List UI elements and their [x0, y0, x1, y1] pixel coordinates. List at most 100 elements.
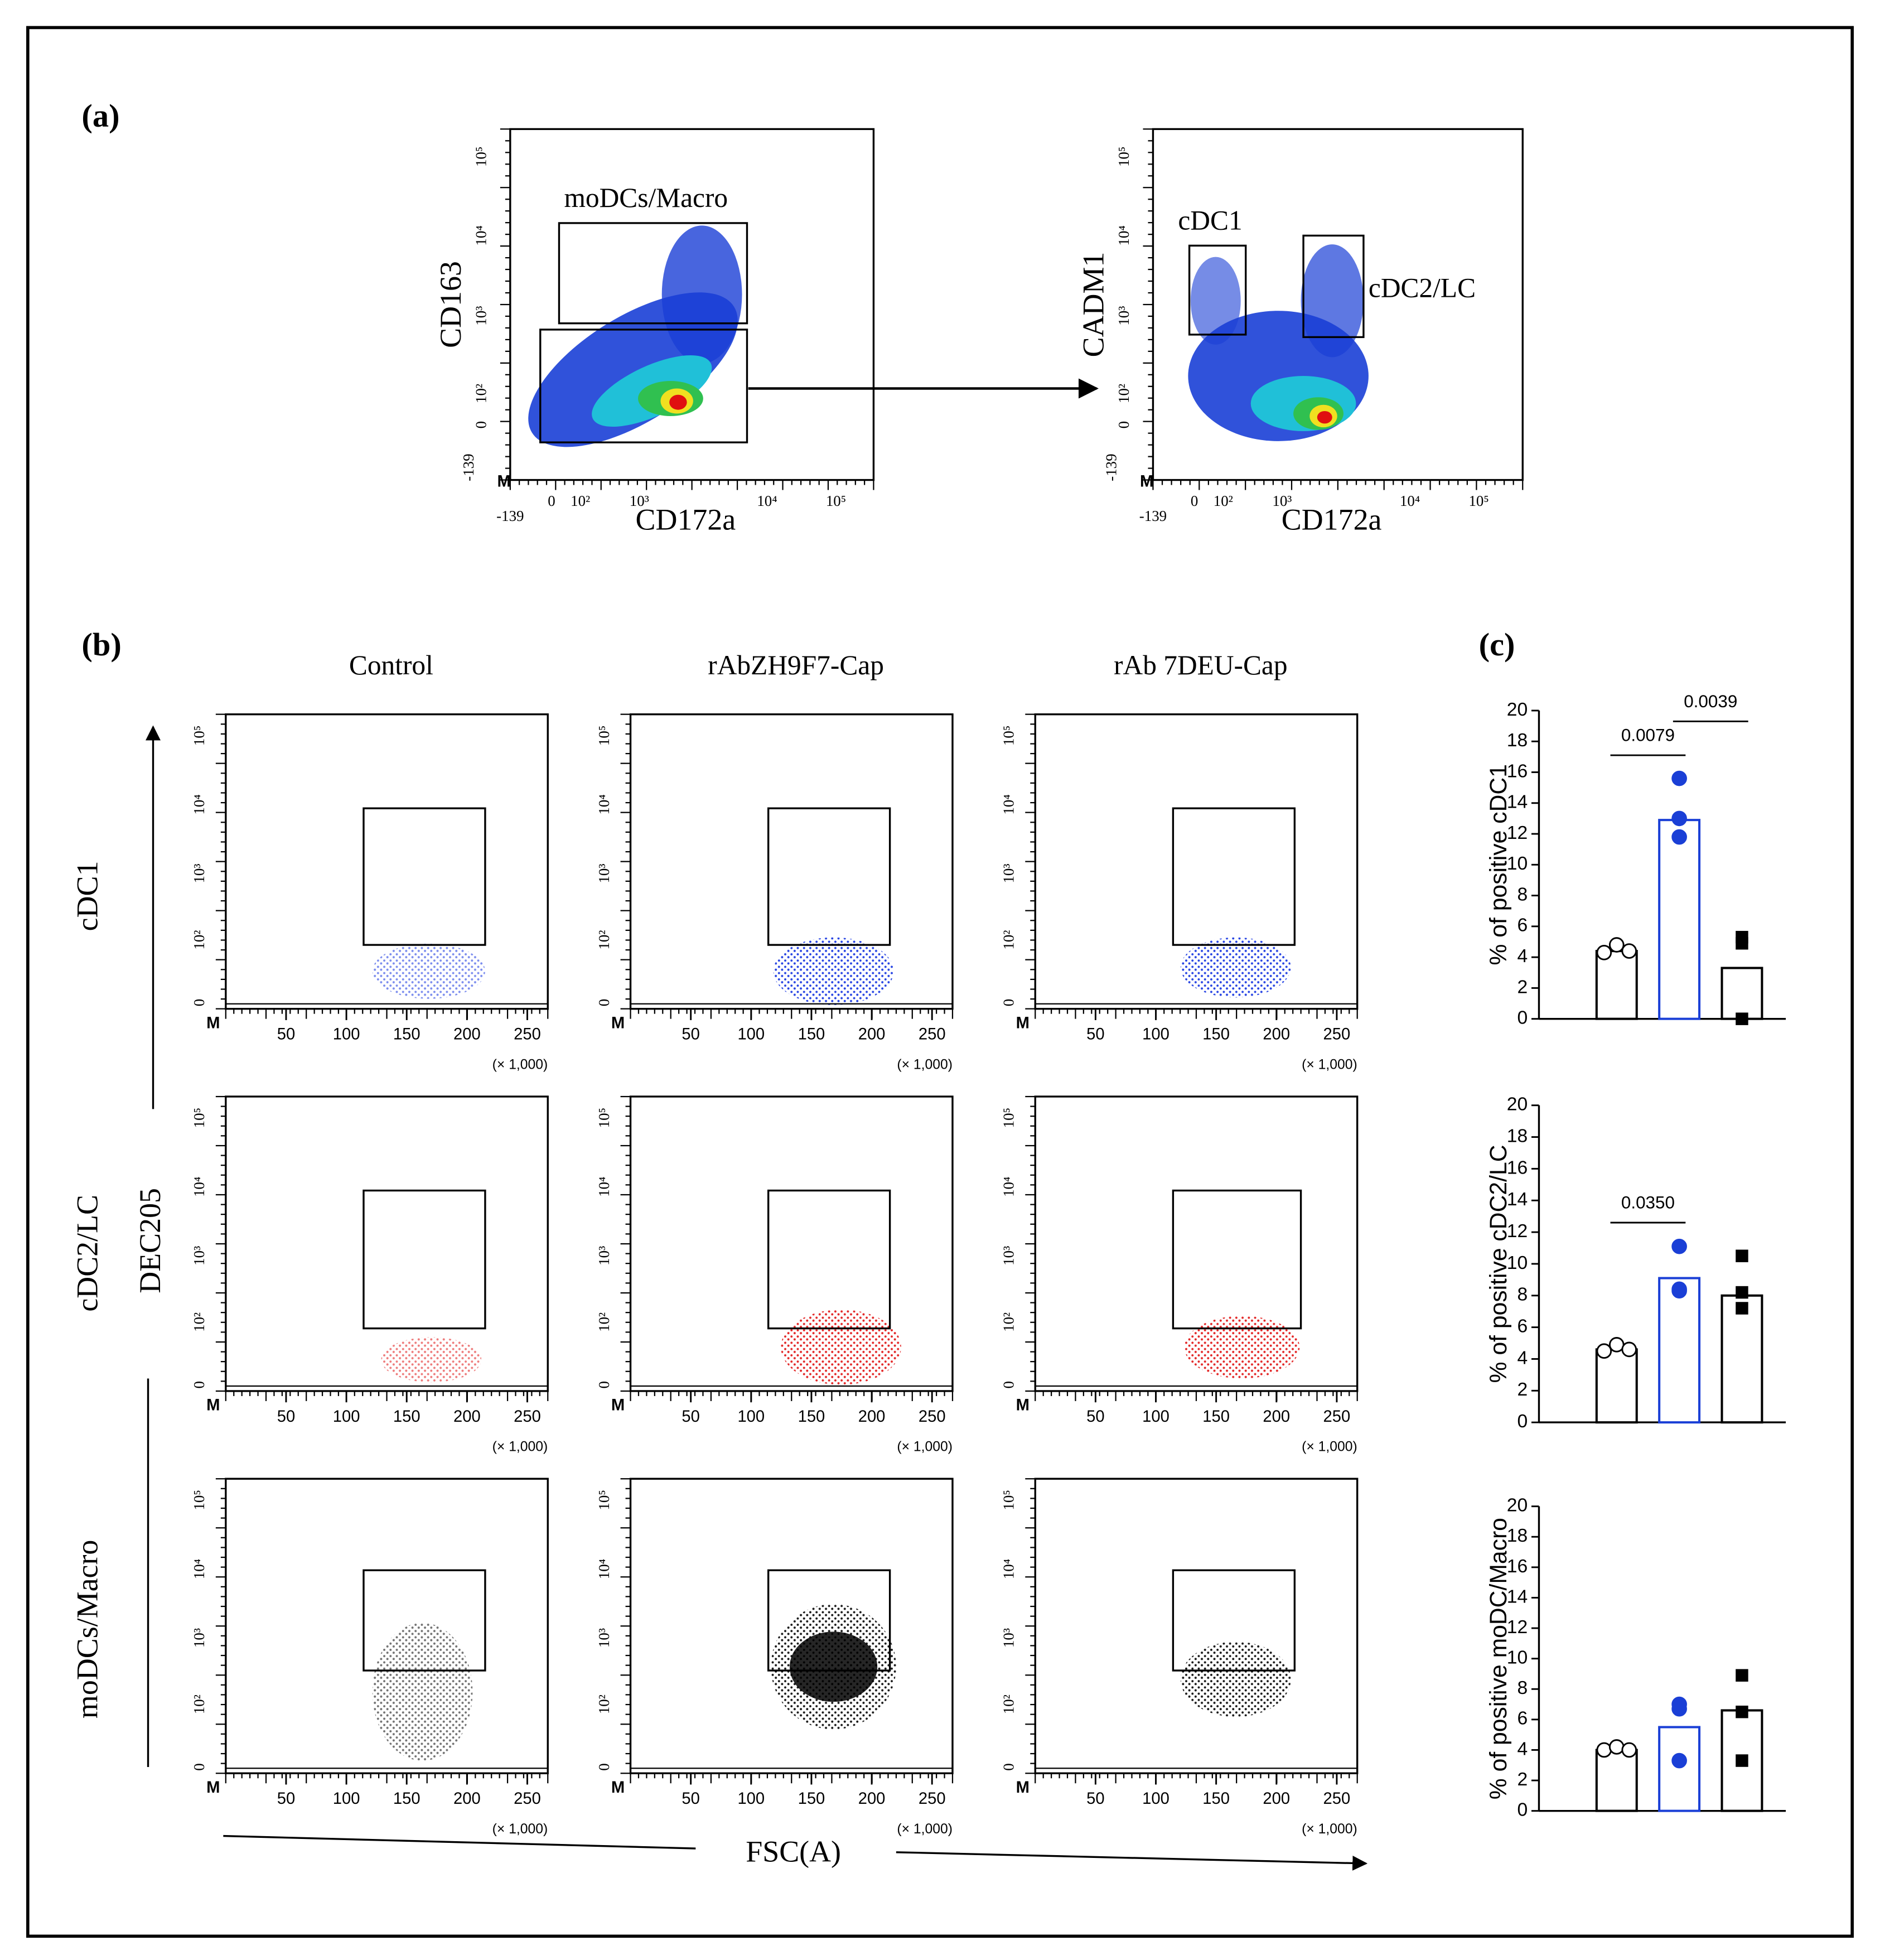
bar	[1595, 950, 1638, 1020]
y-tick-label: 10⁴	[191, 1177, 207, 1197]
y-axis-label: % of positive cDC1	[1485, 764, 1512, 965]
x-tick-label: 200	[1263, 1408, 1290, 1426]
point	[1736, 1669, 1748, 1682]
y-tick-label: 14	[1507, 1586, 1528, 1607]
event-cloud	[372, 943, 485, 999]
plot-frame	[225, 1095, 549, 1392]
y-tick-label: 10⁵	[191, 1108, 207, 1128]
x-tick-label: 250	[919, 1026, 946, 1044]
y-tick-label: 10⁵	[191, 1490, 207, 1510]
x-tick-label: 10⁵	[826, 493, 846, 509]
y-tick-label: 10⁴	[1001, 1177, 1017, 1197]
column-title: Control	[349, 650, 433, 680]
x-tick-label: 200	[453, 1026, 481, 1044]
y-tick-label: 4	[1517, 945, 1528, 967]
row-label: cDC1	[71, 861, 104, 931]
x-tick-label: 100	[1142, 1790, 1169, 1808]
bar	[1658, 1277, 1701, 1424]
x-tick-label: 100	[1142, 1026, 1169, 1044]
y-tick-label: 18	[1507, 1525, 1528, 1546]
y-tick-label: 20	[1507, 1495, 1528, 1516]
y-tick-label: 0	[1115, 421, 1132, 428]
point	[1621, 943, 1637, 959]
x-tick-label: 10⁴	[1400, 493, 1420, 509]
x-tick-label: 10²	[1214, 493, 1233, 509]
x-tick-label: 50	[682, 1026, 699, 1044]
row-label: cDC2/LC	[71, 1195, 104, 1312]
point	[1671, 810, 1687, 827]
x-tick-label: 100	[737, 1026, 765, 1044]
point	[1736, 937, 1748, 950]
y-tick-label: 10⁵	[1001, 726, 1017, 746]
x-tick-label: 0	[1191, 493, 1198, 509]
y-tick-label: 8	[1517, 1677, 1528, 1698]
point	[1596, 944, 1612, 960]
axis-marker: M	[1016, 1014, 1030, 1032]
point	[1596, 1343, 1612, 1359]
density-plot-1	[528, 225, 742, 447]
y-tick-label: -139	[1103, 453, 1120, 481]
y-tick-label: 6	[1517, 915, 1528, 936]
y-tick-label: 16	[1507, 1556, 1528, 1577]
point	[1671, 1701, 1687, 1717]
y-tick-label: 10⁴	[596, 1559, 612, 1579]
x-tick-label: 50	[277, 1790, 295, 1808]
x-scale-note: (× 1,000)	[1302, 1822, 1357, 1837]
x-tick-label: 50	[1086, 1026, 1104, 1044]
axis-marker: M	[206, 1779, 220, 1797]
x-tick-label: 100	[333, 1408, 360, 1426]
y-tick-label: 10²	[191, 1312, 207, 1332]
event-cloud	[372, 1623, 473, 1761]
y-tick-label: 0	[191, 1763, 207, 1770]
plot-frame	[1034, 1478, 1359, 1774]
x-tick-label: 100	[333, 1790, 360, 1808]
x-tick-label: 10³	[1272, 493, 1292, 509]
gate	[1302, 234, 1365, 339]
x-tick-label: 200	[1263, 1790, 1290, 1808]
event-cloud	[1180, 1642, 1291, 1717]
y-tick-label: 8	[1517, 1284, 1528, 1305]
x-scale-note: (× 1,000)	[897, 1057, 953, 1072]
y-tick-label: 10³	[596, 1628, 612, 1648]
p-value: 0.0350	[1621, 1193, 1675, 1213]
x-scale-note: (× 1,000)	[1302, 1440, 1357, 1455]
x-tick-label: 250	[919, 1408, 946, 1426]
event-cloud	[781, 1309, 901, 1385]
y-axis-label: % of positive moDC/Macro	[1485, 1518, 1512, 1799]
y-tick-label: 10⁴	[1115, 225, 1132, 245]
y-tick-label: 2	[1517, 1769, 1528, 1790]
x-scale-note: (× 1,000)	[897, 1822, 953, 1837]
y-tick-label: 10³	[1001, 1628, 1017, 1648]
x-tick-label: 10⁴	[757, 493, 777, 509]
y-tick-label: 0	[473, 421, 490, 428]
y-tick-label: 10⁴	[596, 1177, 612, 1197]
gate-label: moDCs/Macro	[564, 182, 728, 213]
y-tick-label: 10²	[1001, 1312, 1017, 1332]
y-tick-label: 18	[1507, 1125, 1528, 1146]
x-tick-label: 150	[393, 1026, 421, 1044]
x-tick-label: 250	[514, 1790, 541, 1808]
y-tick-label: 16	[1507, 760, 1528, 781]
y-tick-label: 18	[1507, 730, 1528, 751]
bar	[1720, 1294, 1763, 1424]
event-cloud	[381, 1337, 482, 1383]
gate	[363, 1189, 486, 1330]
y-tick-label: 10	[1507, 1252, 1528, 1273]
gate	[1172, 1569, 1296, 1672]
point	[1608, 937, 1625, 953]
gate	[1188, 244, 1247, 336]
y-tick-label: 12	[1507, 1220, 1528, 1242]
gate	[363, 1569, 486, 1672]
event-cloud	[1184, 1316, 1300, 1379]
x-tick-label: 250	[1323, 1790, 1351, 1808]
axis-arrow	[896, 1851, 1368, 1871]
x-tick-label: 150	[798, 1790, 825, 1808]
x-axis-label: FSC(A)	[746, 1835, 841, 1869]
point	[1671, 1281, 1687, 1297]
x-tick-label: 0	[548, 493, 555, 509]
x-axis-label: CD172a	[1282, 503, 1382, 536]
x-scale-note: (× 1,000)	[492, 1440, 548, 1455]
event-cloud	[1180, 937, 1291, 998]
y-tick-label: 10²	[596, 930, 612, 950]
y-tick-label: 12	[1507, 1616, 1528, 1638]
